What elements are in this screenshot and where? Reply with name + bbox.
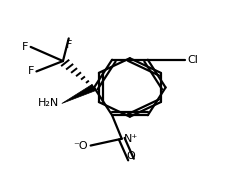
- Text: F: F: [28, 66, 34, 76]
- Polygon shape: [61, 85, 96, 104]
- Text: ⁻O: ⁻O: [73, 141, 88, 150]
- Text: H₂N: H₂N: [38, 98, 59, 108]
- Text: Cl: Cl: [187, 55, 198, 65]
- Text: F: F: [22, 42, 28, 52]
- Text: O: O: [126, 151, 135, 161]
- Text: F: F: [65, 40, 72, 50]
- Text: N⁺: N⁺: [124, 134, 138, 144]
